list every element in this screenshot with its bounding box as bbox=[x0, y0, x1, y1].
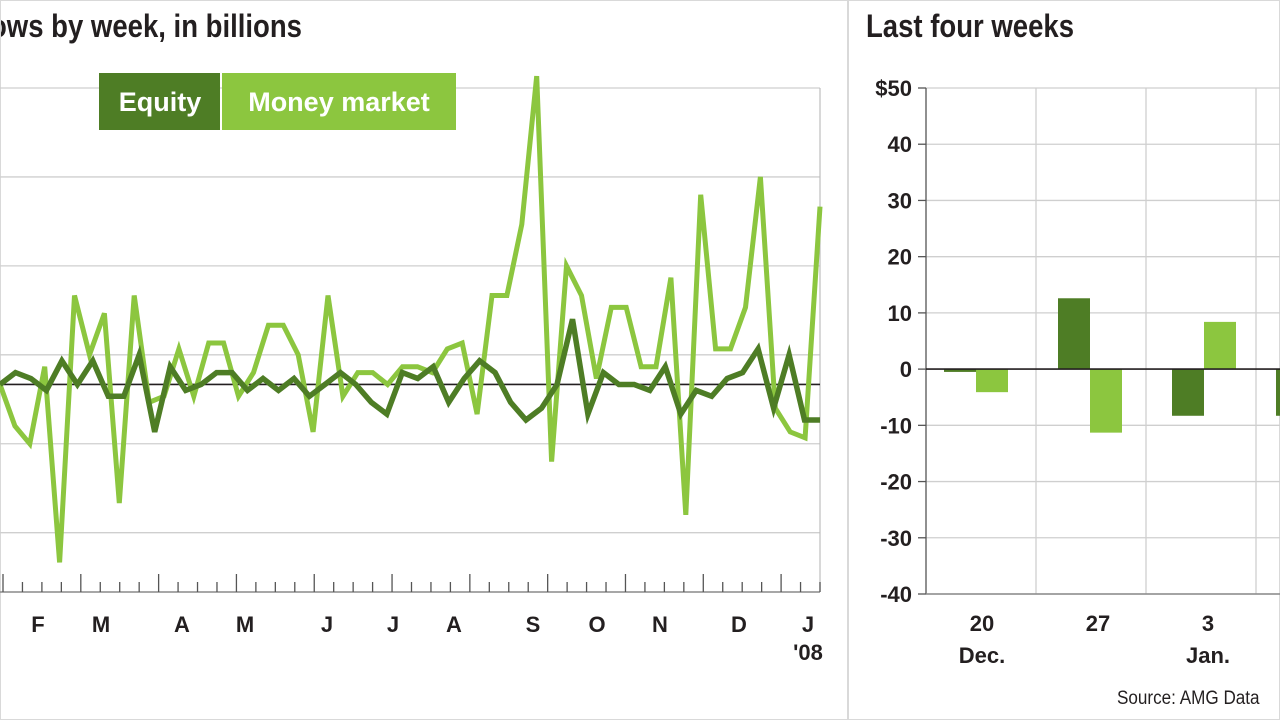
month-sublabel: Jan. bbox=[1186, 643, 1230, 668]
month-label-m: M bbox=[236, 612, 254, 637]
month-label-j: J bbox=[387, 612, 399, 637]
y-axis-label: -10 bbox=[880, 413, 912, 438]
month-label-o: O bbox=[588, 612, 605, 637]
month-label-j: J bbox=[321, 612, 333, 637]
week-label: 20 bbox=[970, 611, 994, 636]
y-axis-label: 20 bbox=[888, 245, 912, 270]
equity-bar-3 bbox=[1172, 369, 1204, 416]
equity-bar-1 bbox=[944, 369, 976, 372]
month-label-n: N bbox=[652, 612, 668, 637]
y-axis-label: 40 bbox=[888, 132, 912, 157]
week-label: 3 bbox=[1202, 611, 1214, 636]
equity-bar-4 bbox=[1276, 369, 1280, 416]
month-label-a: A bbox=[446, 612, 462, 637]
source-note: Source: AMG Data bbox=[1117, 688, 1260, 709]
equity-line bbox=[0, 318, 820, 433]
y-axis-label: -20 bbox=[880, 470, 912, 495]
month-sublabel: Dec. bbox=[959, 643, 1005, 668]
equity-bar-2 bbox=[1058, 298, 1090, 370]
month-label-m: M bbox=[92, 612, 110, 637]
legend-equity-box bbox=[99, 73, 220, 130]
legend-money-market-box bbox=[222, 73, 456, 130]
month-label-d: D bbox=[731, 612, 747, 637]
money-market-bar-1 bbox=[976, 369, 1008, 393]
y-axis-label: -30 bbox=[880, 526, 912, 551]
weekly-flows-title: ows by week, in billions bbox=[0, 8, 302, 44]
y-axis-label: 10 bbox=[888, 301, 912, 326]
month-label-j: J bbox=[802, 612, 814, 637]
y-axis-label: $50 bbox=[875, 76, 912, 101]
money-market-bar-2 bbox=[1090, 369, 1122, 433]
year-label: '08 bbox=[793, 640, 823, 665]
legend-money-market-label: Money market bbox=[248, 87, 430, 117]
y-axis-label: 0 bbox=[900, 357, 912, 382]
legend-equity-label: Equity bbox=[119, 87, 202, 117]
week-label: 27 bbox=[1086, 611, 1110, 636]
month-label-a: A bbox=[174, 612, 190, 637]
last-four-weeks-title: Last four weeks bbox=[866, 8, 1074, 44]
money-market-line bbox=[0, 75, 823, 563]
money-market-bar-3 bbox=[1204, 321, 1236, 370]
month-label-s: S bbox=[526, 612, 541, 637]
y-axis-label: 30 bbox=[888, 188, 912, 213]
month-label-f: F bbox=[31, 612, 44, 637]
y-axis-label: -40 bbox=[880, 582, 912, 607]
